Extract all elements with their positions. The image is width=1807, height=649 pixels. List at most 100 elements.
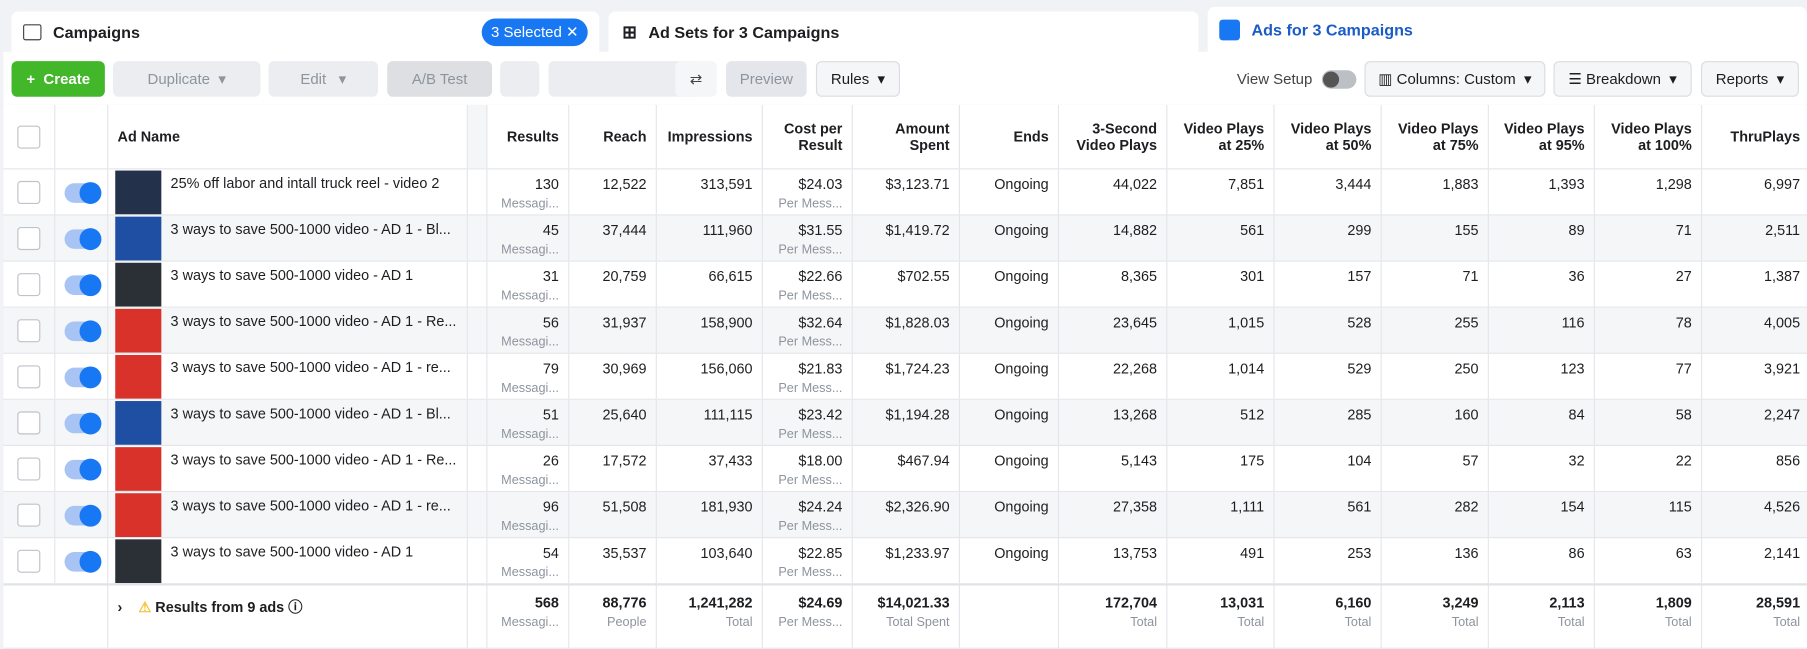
ad-name[interactable]: 3 ways to save 500-1000 video - AD 1 - R… <box>170 313 457 330</box>
cell: $702.55 <box>853 261 960 307</box>
rules-button[interactable]: Rules ▾ <box>815 61 901 97</box>
cell: 22,268 <box>1059 353 1168 399</box>
total-value: 28,591 <box>1756 594 1801 611</box>
ad-name[interactable]: 3 ways to save 500-1000 video - AD 1 <box>170 543 414 561</box>
cell: 77 <box>1595 353 1703 399</box>
ads-tab[interactable]: Ads for 3 Campaigns <box>1207 6 1807 54</box>
breakdown-button[interactable]: ☰ Breakdown ▾ <box>1553 61 1692 97</box>
cell: 561 <box>1167 215 1275 261</box>
icon-button[interactable]: ⇄ <box>675 61 717 97</box>
value: Ongoing <box>994 498 1049 516</box>
selected-chip[interactable]: 3 Selected ✕ <box>481 18 588 47</box>
column-header[interactable]: Amount Spent <box>895 120 950 153</box>
ad-name[interactable]: 25% off labor and intall truck reel - vi… <box>170 175 440 192</box>
cell: Ongoing <box>960 445 1060 491</box>
divider <box>468 492 488 538</box>
cell: Ongoing <box>960 261 1060 307</box>
column-header[interactable]: Reach <box>603 128 647 145</box>
value: 155 <box>1454 222 1479 239</box>
divider <box>467 104 488 169</box>
checkbox[interactable] <box>17 549 41 573</box>
checkbox[interactable] <box>17 503 41 527</box>
cell: 3 ways to save 500-1000 video - AD 1 <box>108 261 468 307</box>
ad-row: 3 ways to save 500-1000 video - AD 1 54 Me… <box>3 538 1807 585</box>
sub-label: Messagi... <box>501 289 559 304</box>
value: 20,759 <box>602 268 647 285</box>
sub-label: Total <box>1451 615 1479 630</box>
cell: 86 <box>1489 538 1595 584</box>
value: 5,143 <box>1120 452 1158 470</box>
toggle[interactable] <box>64 228 102 251</box>
adsets-tab[interactable]: ⊞ Ad Sets for 3 Campaigns <box>608 11 1199 54</box>
cell: $14,021.33 Total Spent <box>853 585 960 648</box>
value: 17,572 <box>602 452 647 470</box>
ad-name[interactable]: 3 ways to save 500-1000 video - AD 1 - R… <box>170 451 457 468</box>
toggle[interactable] <box>64 550 102 573</box>
cell: 12,522 <box>569 169 657 215</box>
toggle[interactable] <box>64 182 102 204</box>
cell: $1,724.23 <box>853 353 960 399</box>
column-header[interactable]: Video Plays at 75% <box>1397 120 1479 153</box>
column-header[interactable]: Ad Name <box>117 128 180 145</box>
column-header[interactable]: Video Plays at 100% <box>1611 120 1692 153</box>
reports-button[interactable]: Reports ▾ <box>1700 61 1799 97</box>
cell: $23.42 Per Mess... <box>763 399 853 445</box>
ad-name[interactable]: 3 ways to save 500-1000 video - AD 1 - r… <box>170 497 451 514</box>
column-header[interactable]: Cost per Result <box>783 120 843 153</box>
abtest-button[interactable]: A/B Test <box>387 61 493 97</box>
cell: 253 <box>1275 538 1382 584</box>
columns-button[interactable]: ▥ Columns: Custom ▾ <box>1364 61 1546 97</box>
toggle[interactable] <box>64 320 102 343</box>
toggle[interactable] <box>64 366 102 389</box>
checkbox[interactable] <box>17 411 41 435</box>
create-button[interactable]: + Create <box>11 61 105 97</box>
checkbox[interactable] <box>17 125 41 149</box>
sub-label: Per Mess... <box>778 565 843 580</box>
campaigns-tab[interactable]: Campaigns 3 Selected ✕ <box>11 11 600 54</box>
sub-label: Messagi... <box>501 473 559 488</box>
value: 529 <box>1347 360 1372 377</box>
ad-name[interactable]: 3 ways to save 500-1000 video - AD 1 - B… <box>170 221 451 238</box>
ad-name[interactable]: 3 ways to save 500-1000 video - AD 1 <box>170 267 414 284</box>
checkbox[interactable] <box>17 273 41 297</box>
ad-name[interactable]: 3 ways to save 500-1000 video - AD 1 - B… <box>170 405 451 422</box>
sub-label: Per Mess... <box>778 427 843 442</box>
column-header[interactable]: Video Plays at 25% <box>1183 120 1265 153</box>
value: 285 <box>1347 406 1372 423</box>
column-header[interactable]: ThruPlays <box>1730 128 1801 145</box>
column-header[interactable]: Video Plays at 95% <box>1503 120 1585 153</box>
value: 255 <box>1454 314 1479 331</box>
expand[interactable]: › <box>117 599 139 616</box>
toggle[interactable] <box>64 412 102 435</box>
value: 25,640 <box>602 406 647 423</box>
checkbox[interactable] <box>17 227 41 251</box>
toggle[interactable] <box>64 274 102 297</box>
edit-button[interactable]: Edit ▾ <box>268 61 378 97</box>
cell: 313,591 <box>657 169 763 215</box>
cell: 3,921 <box>1702 354 1807 399</box>
column-header[interactable]: Results <box>506 128 559 145</box>
column-header[interactable]: Impressions <box>667 128 753 145</box>
checkbox[interactable] <box>17 457 41 481</box>
ad-name[interactable]: 3 ways to save 500-1000 video - AD 1 - r… <box>170 359 451 376</box>
cell: 136 <box>1382 538 1489 584</box>
toggle[interactable] <box>64 458 102 481</box>
column-header[interactable]: Ends <box>1013 128 1049 145</box>
icon-button[interactable] <box>500 61 540 97</box>
column-header[interactable]: Video Plays at 50% <box>1290 120 1372 153</box>
view-setup[interactable]: View Setup <box>1233 61 1360 97</box>
checkbox[interactable] <box>17 180 41 204</box>
cell: 301 <box>1167 261 1275 307</box>
column-header[interactable]: 3-Second Video Plays <box>1076 120 1158 153</box>
toggle[interactable] <box>64 504 102 527</box>
preview-button[interactable]: Preview <box>726 61 807 97</box>
checkbox[interactable] <box>17 319 41 343</box>
sub-label: Total Spent <box>886 615 950 630</box>
value: $23.42 <box>798 406 843 423</box>
sub-label: Per Mess... <box>778 381 843 396</box>
cell: 35,537 <box>569 538 657 584</box>
cell: 89 <box>1489 215 1595 261</box>
checkbox[interactable] <box>17 365 41 389</box>
cell <box>55 215 109 261</box>
duplicate-button[interactable]: Duplicate ▾ <box>112 61 261 97</box>
